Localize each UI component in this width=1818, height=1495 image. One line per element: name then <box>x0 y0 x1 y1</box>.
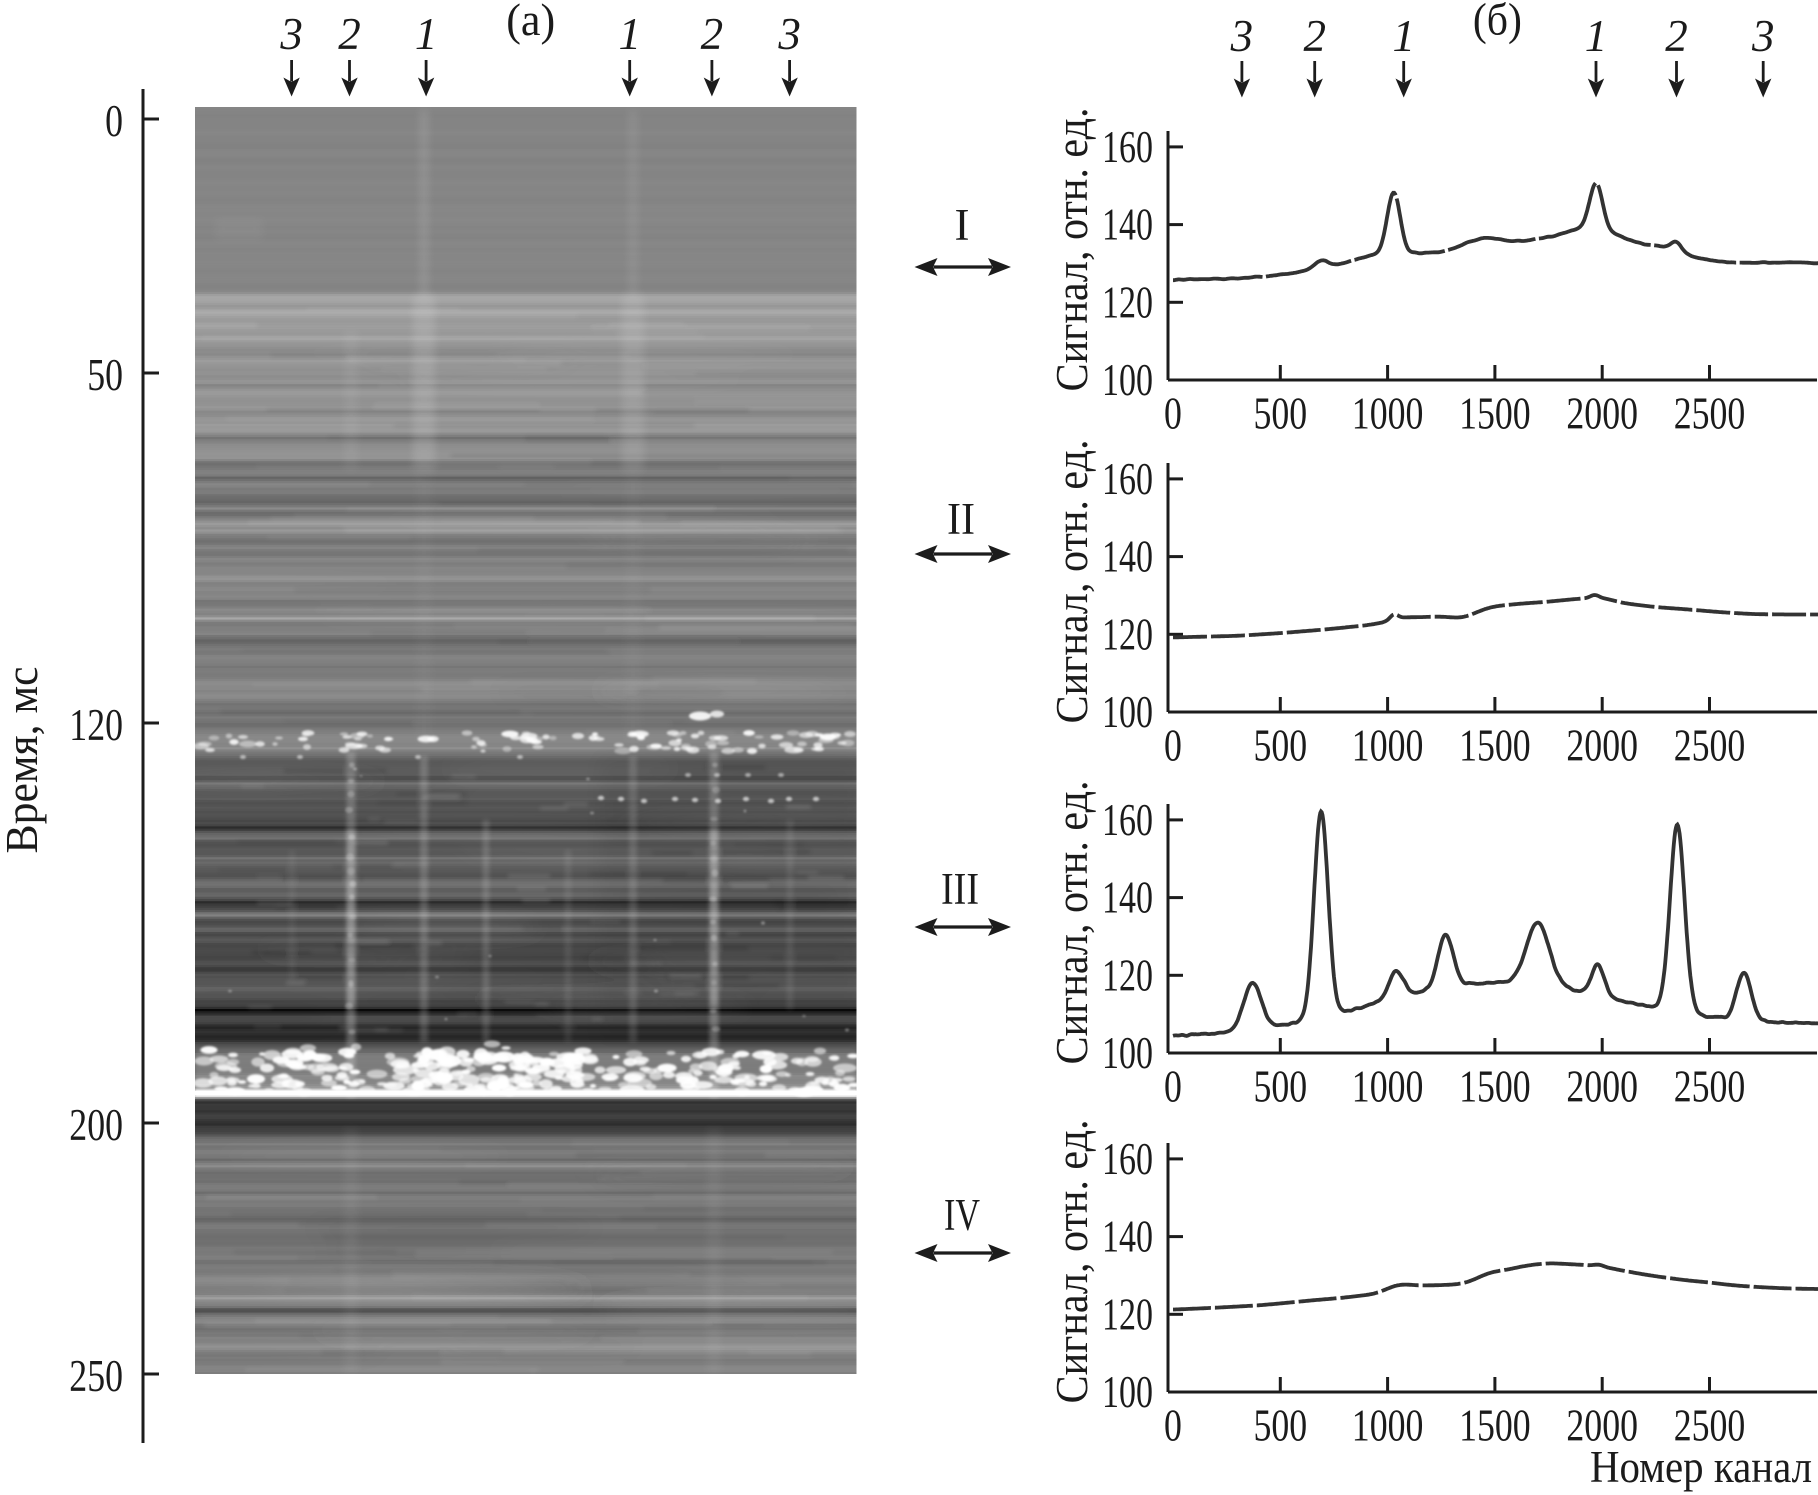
svg-text:2500: 2500 <box>1674 1401 1746 1451</box>
svg-text:3: 3 <box>777 9 801 59</box>
svg-text:1: 1 <box>1392 11 1415 61</box>
svg-text:100: 100 <box>1102 1367 1153 1417</box>
svg-text:160: 160 <box>1102 122 1153 172</box>
svg-text:2500: 2500 <box>1674 721 1746 771</box>
svg-text:500: 500 <box>1253 721 1307 771</box>
svg-text:120: 120 <box>1102 950 1153 1000</box>
svg-text:0: 0 <box>1164 721 1182 771</box>
svg-text:Сигнал, отн. ед.: Сигнал, отн. ед. <box>1047 440 1097 724</box>
svg-text:2: 2 <box>701 9 724 59</box>
svg-text:500: 500 <box>1253 389 1307 439</box>
svg-text:2: 2 <box>338 9 361 59</box>
svg-text:2: 2 <box>1665 11 1688 61</box>
svg-text:(б): (б) <box>1473 0 1522 45</box>
svg-text:0: 0 <box>1164 1062 1182 1112</box>
svg-text:200: 200 <box>69 1100 123 1150</box>
svg-text:100: 100 <box>1102 687 1153 737</box>
svg-text:1: 1 <box>618 9 641 59</box>
svg-text:Сигнал, отн. ед.: Сигнал, отн. ед. <box>1047 1120 1097 1404</box>
svg-text:120: 120 <box>1102 1289 1153 1339</box>
svg-text:250: 250 <box>69 1351 123 1401</box>
svg-text:120: 120 <box>1102 277 1153 327</box>
svg-text:Сигнал, отн. ед.: Сигнал, отн. ед. <box>1047 108 1097 392</box>
svg-text:1000: 1000 <box>1352 721 1424 771</box>
svg-text:140: 140 <box>1102 873 1153 923</box>
svg-text:0: 0 <box>105 96 123 146</box>
svg-text:1: 1 <box>415 9 438 59</box>
svg-text:140: 140 <box>1102 532 1153 582</box>
svg-text:III: III <box>941 864 979 914</box>
svg-text:120: 120 <box>1102 609 1153 659</box>
svg-text:1000: 1000 <box>1352 1062 1424 1112</box>
svg-text:I: I <box>955 200 970 250</box>
svg-text:3: 3 <box>1751 11 1775 61</box>
svg-text:3: 3 <box>279 9 303 59</box>
svg-text:100: 100 <box>1102 1028 1153 1078</box>
svg-text:0: 0 <box>1164 389 1182 439</box>
svg-text:2000: 2000 <box>1566 389 1638 439</box>
svg-text:IV: IV <box>944 1190 980 1240</box>
svg-text:500: 500 <box>1253 1401 1307 1451</box>
svg-text:Время, мс: Время, мс <box>0 667 47 854</box>
svg-text:100: 100 <box>1102 355 1153 405</box>
svg-text:3: 3 <box>1230 11 1254 61</box>
svg-text:Номер канал: Номер канал <box>1590 1442 1812 1492</box>
svg-text:1500: 1500 <box>1459 1401 1531 1451</box>
svg-text:160: 160 <box>1102 454 1153 504</box>
svg-text:160: 160 <box>1102 1134 1153 1184</box>
svg-text:2500: 2500 <box>1674 1062 1746 1112</box>
svg-text:(а): (а) <box>506 0 555 45</box>
svg-text:1500: 1500 <box>1459 389 1531 439</box>
svg-text:1: 1 <box>1585 11 1608 61</box>
svg-text:1500: 1500 <box>1459 721 1531 771</box>
svg-text:140: 140 <box>1102 200 1153 250</box>
svg-text:Сигнал, отн. ед.: Сигнал, отн. ед. <box>1047 781 1097 1065</box>
svg-text:2: 2 <box>1303 11 1326 61</box>
svg-text:0: 0 <box>1164 1401 1182 1451</box>
svg-text:2000: 2000 <box>1566 1062 1638 1112</box>
svg-text:120: 120 <box>69 700 123 750</box>
svg-text:50: 50 <box>87 350 123 400</box>
svg-text:1500: 1500 <box>1459 1062 1531 1112</box>
svg-text:1000: 1000 <box>1352 389 1424 439</box>
svg-text:2000: 2000 <box>1566 1401 1638 1451</box>
svg-text:II: II <box>947 494 975 544</box>
svg-text:2000: 2000 <box>1566 721 1638 771</box>
svg-text:140: 140 <box>1102 1212 1153 1262</box>
svg-text:160: 160 <box>1102 795 1153 845</box>
svg-text:1000: 1000 <box>1352 1401 1424 1451</box>
svg-text:2500: 2500 <box>1674 389 1746 439</box>
svg-text:500: 500 <box>1253 1062 1307 1112</box>
